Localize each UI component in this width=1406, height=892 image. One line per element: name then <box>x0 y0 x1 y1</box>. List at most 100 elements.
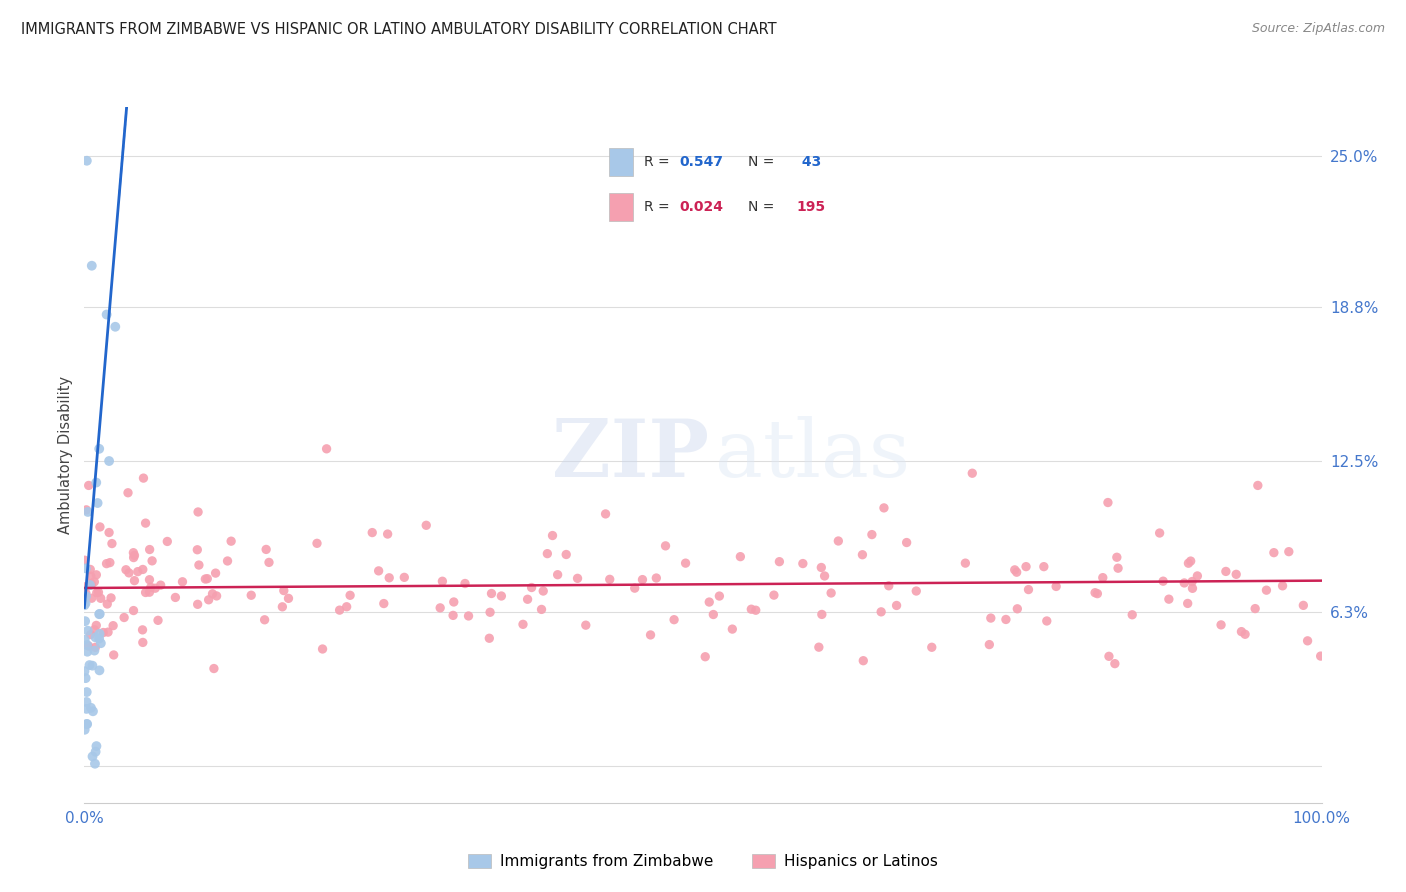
Text: 195: 195 <box>797 200 825 214</box>
Y-axis label: Ambulatory Disability: Ambulatory Disability <box>58 376 73 534</box>
Point <box>149 578 172 592</box>
Point <box>373 597 395 611</box>
Point <box>361 525 384 540</box>
Point <box>101 618 124 632</box>
Point <box>721 622 744 636</box>
Point <box>1004 563 1026 577</box>
Point <box>82 749 104 764</box>
Point <box>429 600 451 615</box>
Point <box>80 591 103 606</box>
Point <box>186 542 208 557</box>
Point <box>83 643 105 657</box>
Point <box>75 580 97 594</box>
Point <box>83 623 105 637</box>
Point <box>141 554 163 568</box>
Point <box>1121 607 1143 622</box>
Point <box>955 556 977 570</box>
Point <box>1247 478 1270 492</box>
Point <box>76 685 98 699</box>
Point <box>75 702 97 716</box>
Point <box>567 571 589 585</box>
Point <box>165 591 187 605</box>
Point <box>115 563 138 577</box>
Point <box>905 584 928 599</box>
Point <box>84 618 107 632</box>
Text: N =: N = <box>748 200 779 214</box>
Point <box>762 588 785 602</box>
Point <box>73 553 96 567</box>
Point <box>138 585 160 599</box>
Text: IMMIGRANTS FROM ZIMBABWE VS HISPANIC OR LATINO AMBULATORY DISABILITY CORRELATION: IMMIGRANTS FROM ZIMBABWE VS HISPANIC OR … <box>21 22 776 37</box>
Point <box>980 611 1002 625</box>
Point <box>253 613 276 627</box>
Point <box>432 574 454 589</box>
Point <box>1209 618 1232 632</box>
Point <box>1045 579 1067 593</box>
Point <box>76 717 98 731</box>
Point <box>305 536 328 550</box>
Point <box>852 654 875 668</box>
Point <box>127 565 149 579</box>
Point <box>1263 546 1285 560</box>
Point <box>273 583 295 598</box>
Point <box>96 597 118 611</box>
Point <box>595 507 617 521</box>
Point <box>89 627 111 641</box>
Point <box>86 739 108 753</box>
Point <box>1018 582 1040 597</box>
Point <box>555 548 578 562</box>
Point <box>481 586 503 600</box>
Point <box>96 308 118 322</box>
Point <box>740 602 762 616</box>
Point <box>1085 587 1108 601</box>
Point <box>860 527 883 541</box>
Point <box>979 638 1001 652</box>
Point <box>640 628 662 642</box>
Point <box>217 554 239 568</box>
Point <box>827 533 849 548</box>
Point <box>73 632 96 647</box>
Point <box>994 612 1017 626</box>
Point <box>86 567 108 582</box>
Point <box>1309 649 1331 664</box>
Point <box>75 695 97 709</box>
Point <box>479 605 502 619</box>
Point <box>443 595 465 609</box>
Point <box>870 605 893 619</box>
Point <box>730 549 752 564</box>
Point <box>1215 565 1237 579</box>
Point <box>1181 574 1204 589</box>
Point <box>877 579 900 593</box>
Point <box>82 658 104 673</box>
Point <box>131 623 153 637</box>
Text: atlas: atlas <box>716 416 911 494</box>
Point <box>75 561 97 575</box>
Point <box>84 631 107 645</box>
Point <box>101 536 124 550</box>
Point <box>520 581 543 595</box>
Point <box>73 723 96 737</box>
Point <box>820 586 842 600</box>
Point <box>98 556 121 570</box>
Point <box>1036 614 1059 628</box>
Point <box>1005 565 1028 579</box>
Point <box>1256 583 1278 598</box>
Point <box>201 587 224 601</box>
Point <box>76 153 98 168</box>
Point <box>86 496 108 510</box>
Point <box>83 574 105 589</box>
Point <box>132 635 155 649</box>
Point <box>1157 592 1180 607</box>
Text: N =: N = <box>748 155 779 169</box>
Point <box>117 485 139 500</box>
Point <box>73 597 96 611</box>
Point <box>89 520 111 534</box>
Point <box>1177 596 1199 610</box>
Point <box>76 638 98 652</box>
Point <box>311 642 333 657</box>
Point <box>1177 556 1199 570</box>
Point <box>441 608 464 623</box>
Point <box>516 592 538 607</box>
Point <box>118 566 141 580</box>
Point <box>1097 495 1119 509</box>
